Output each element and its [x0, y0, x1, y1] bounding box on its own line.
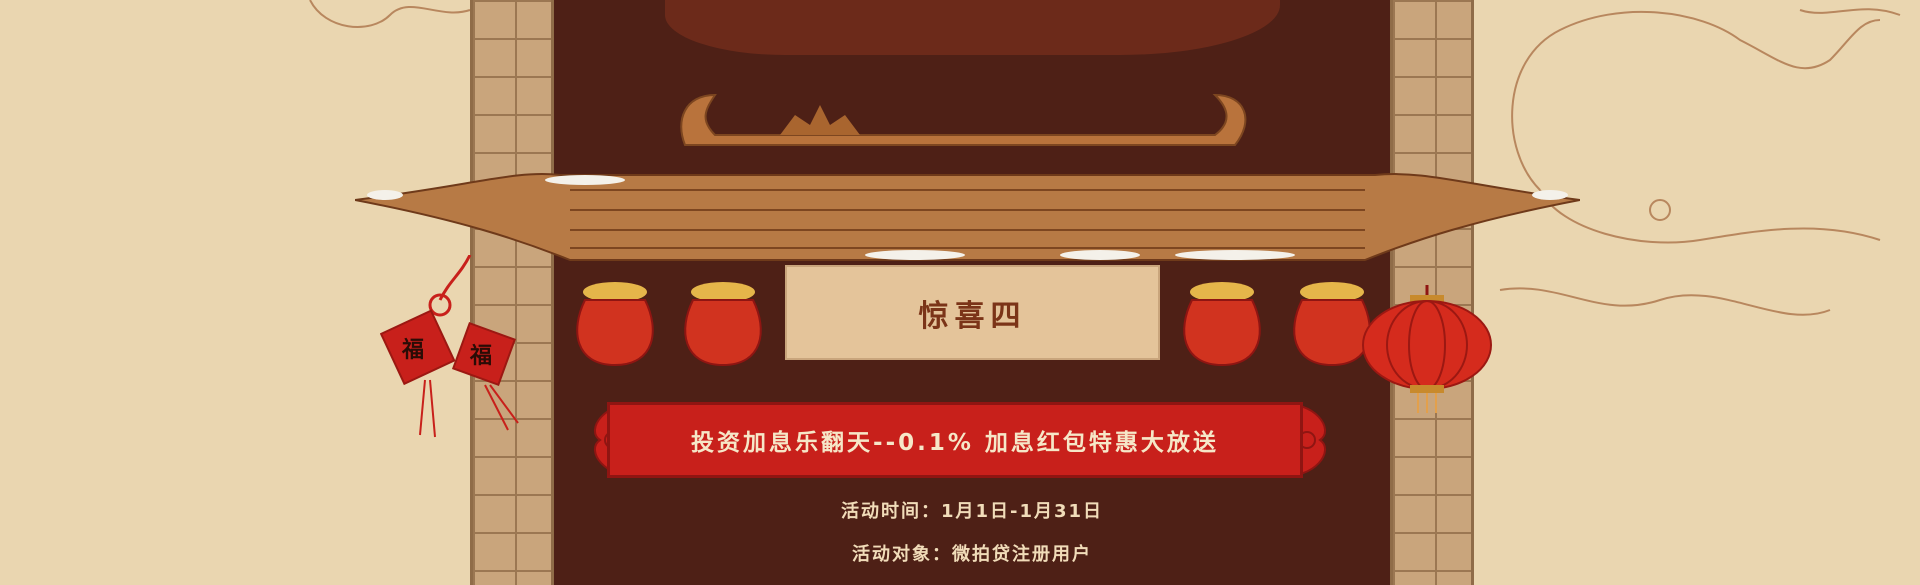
money-bag-icon [576, 282, 654, 367]
fu-tag-text: 福 [469, 343, 492, 369]
temple-roof [355, 93, 1580, 261]
headline-banner: 投资加息乐翻天--0.1% 加息红包特惠大放送 [610, 405, 1300, 475]
headline-text: 投资加息乐翻天--0.1% 加息红包特惠大放送 [691, 430, 1219, 456]
left-brick-pillar [470, 0, 554, 585]
top-banner-scroll [665, 0, 1280, 55]
right-brick-pillar [1390, 0, 1474, 585]
money-bag-icon [1183, 282, 1261, 367]
activity-target: 活动对象：微拍贷注册用户 [852, 544, 1092, 565]
money-bag-icon [1293, 282, 1371, 367]
money-bag-icon [684, 282, 762, 367]
activity-time: 活动时间：1月1日-1月31日 [840, 501, 1104, 522]
title-plate: 惊喜四 [785, 265, 1160, 360]
red-lantern-icon [1362, 285, 1492, 413]
fu-tag-text: 福 [401, 337, 424, 363]
fu-charm-decoration: 福 福 [380, 255, 519, 438]
page-title: 惊喜四 [918, 298, 1027, 334]
